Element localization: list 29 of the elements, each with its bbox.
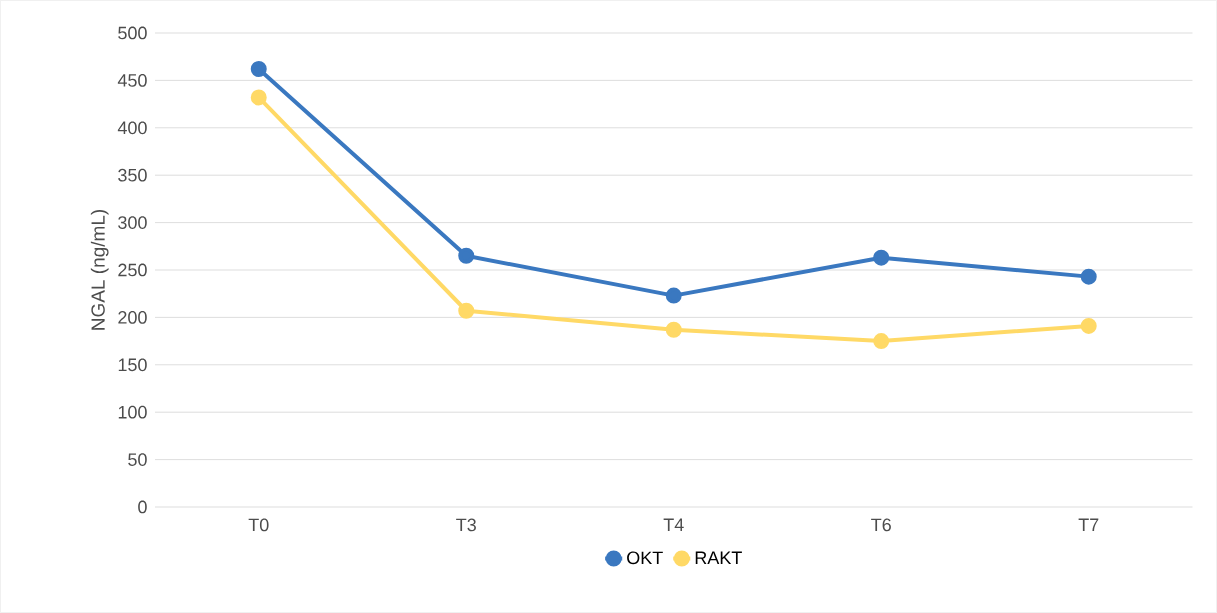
y-tick-label: 450	[117, 74, 147, 87]
point	[1080, 317, 1097, 334]
y-tick-label: 100	[118, 405, 147, 419]
y-tick-label: 300	[118, 216, 147, 229]
x-tick-label: T7	[1078, 518, 1099, 531]
y-tick-label: 400	[117, 121, 147, 135]
legend-label: OKT	[627, 551, 663, 565]
point	[458, 302, 475, 319]
x-tick-label: T0	[248, 518, 269, 532]
point	[665, 321, 682, 338]
y-tick-label: 50	[128, 453, 147, 466]
y-tick-label: 350	[118, 168, 147, 182]
y-tick-label: 250	[118, 263, 147, 277]
point	[873, 333, 890, 350]
point	[250, 89, 267, 106]
point	[873, 249, 890, 266]
point	[250, 61, 267, 78]
y-axis-title: NGAL (ng/mL)	[90, 209, 109, 330]
x-tick-label: T4	[663, 518, 684, 531]
y-tick-label: 500	[118, 26, 147, 40]
y-tick-label: 150	[118, 358, 147, 372]
point	[458, 247, 475, 264]
x-tick-label: T6	[871, 518, 891, 532]
x-tick-label: T3	[456, 518, 476, 532]
y-tick-label: 200	[118, 311, 147, 324]
y-tick-label: 0	[138, 500, 147, 514]
point	[1080, 268, 1097, 285]
legend-label: RAKT	[695, 551, 742, 564]
point	[665, 287, 682, 304]
